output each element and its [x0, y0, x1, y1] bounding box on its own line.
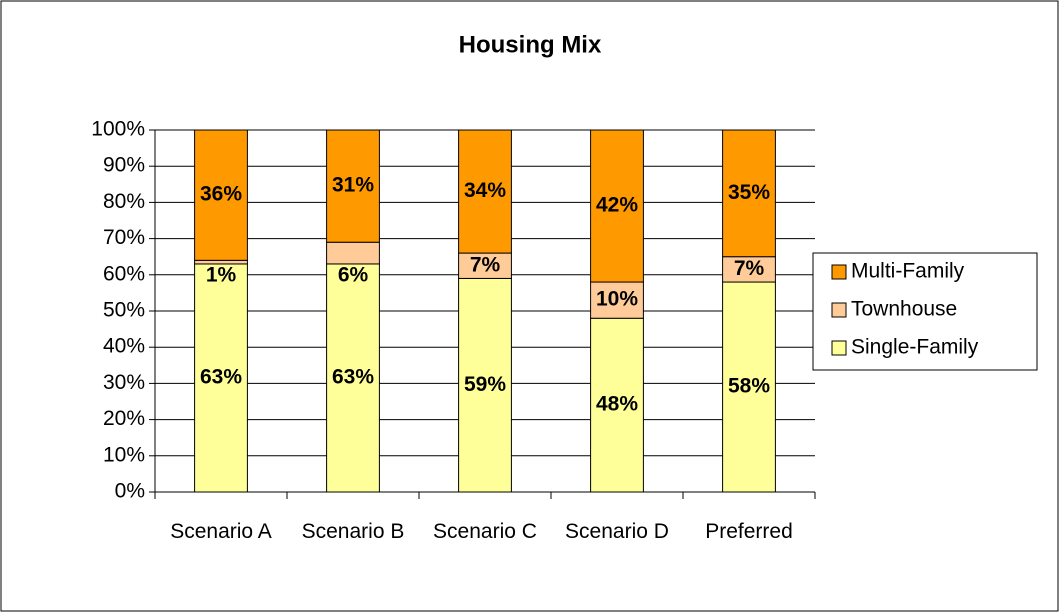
y-tick-label: 10% — [103, 443, 145, 466]
data-label: 58% — [728, 375, 770, 398]
legend-label: Townhouse — [851, 298, 957, 321]
data-label: 7% — [470, 253, 501, 276]
bar-segment — [722, 256, 776, 283]
bar-segment — [458, 277, 512, 493]
data-label: 31% — [332, 174, 374, 197]
data-label: 35% — [728, 181, 770, 204]
bar-segment — [326, 129, 380, 243]
data-label: 36% — [200, 183, 242, 206]
legend-swatch — [831, 340, 847, 356]
bar-segment — [326, 241, 380, 265]
data-label: 34% — [464, 179, 506, 202]
data-label: 59% — [464, 373, 506, 396]
data-label: 63% — [200, 366, 242, 389]
data-label: 42% — [596, 194, 638, 217]
bar-segment — [194, 129, 248, 261]
y-tick-label: 90% — [103, 154, 145, 177]
y-tick-label: 60% — [103, 262, 145, 285]
y-tick-label: 100% — [91, 118, 145, 141]
bar-segment — [722, 129, 776, 258]
legend-swatch — [831, 264, 847, 280]
bar-segment — [194, 263, 248, 493]
data-label: 1% — [206, 263, 237, 286]
bar-segment — [590, 129, 644, 283]
x-tick-label: Scenario B — [301, 520, 405, 543]
x-tick-label: Scenario A — [170, 520, 272, 543]
y-tick-label: 20% — [103, 407, 145, 430]
y-tick-label: 0% — [115, 480, 145, 503]
bar-segment — [590, 317, 644, 493]
chart-title: Housing Mix — [459, 31, 602, 58]
bar-segment — [590, 281, 644, 319]
x-tick-label: Scenario D — [565, 520, 669, 543]
x-tick-label: Scenario C — [433, 520, 537, 543]
x-tick-label: Preferred — [705, 520, 793, 543]
legend-swatch — [831, 302, 847, 318]
y-tick-label: 30% — [103, 371, 145, 394]
y-tick-label: 40% — [103, 335, 145, 358]
bar-segment — [326, 263, 380, 493]
bar-segment — [722, 281, 776, 493]
legend-label: Multi-Family — [851, 260, 965, 283]
y-tick-label: 70% — [103, 226, 145, 249]
legend-label: Single-Family — [851, 336, 979, 359]
legend-box — [812, 252, 1038, 371]
data-label: 6% — [338, 263, 369, 286]
y-tick-label: 50% — [103, 299, 145, 322]
data-label: 10% — [596, 288, 638, 311]
bar-segment — [458, 129, 512, 254]
data-label: 63% — [332, 366, 374, 389]
data-label: 7% — [734, 257, 765, 280]
y-tick-label: 80% — [103, 190, 145, 213]
data-label: 48% — [596, 393, 638, 416]
